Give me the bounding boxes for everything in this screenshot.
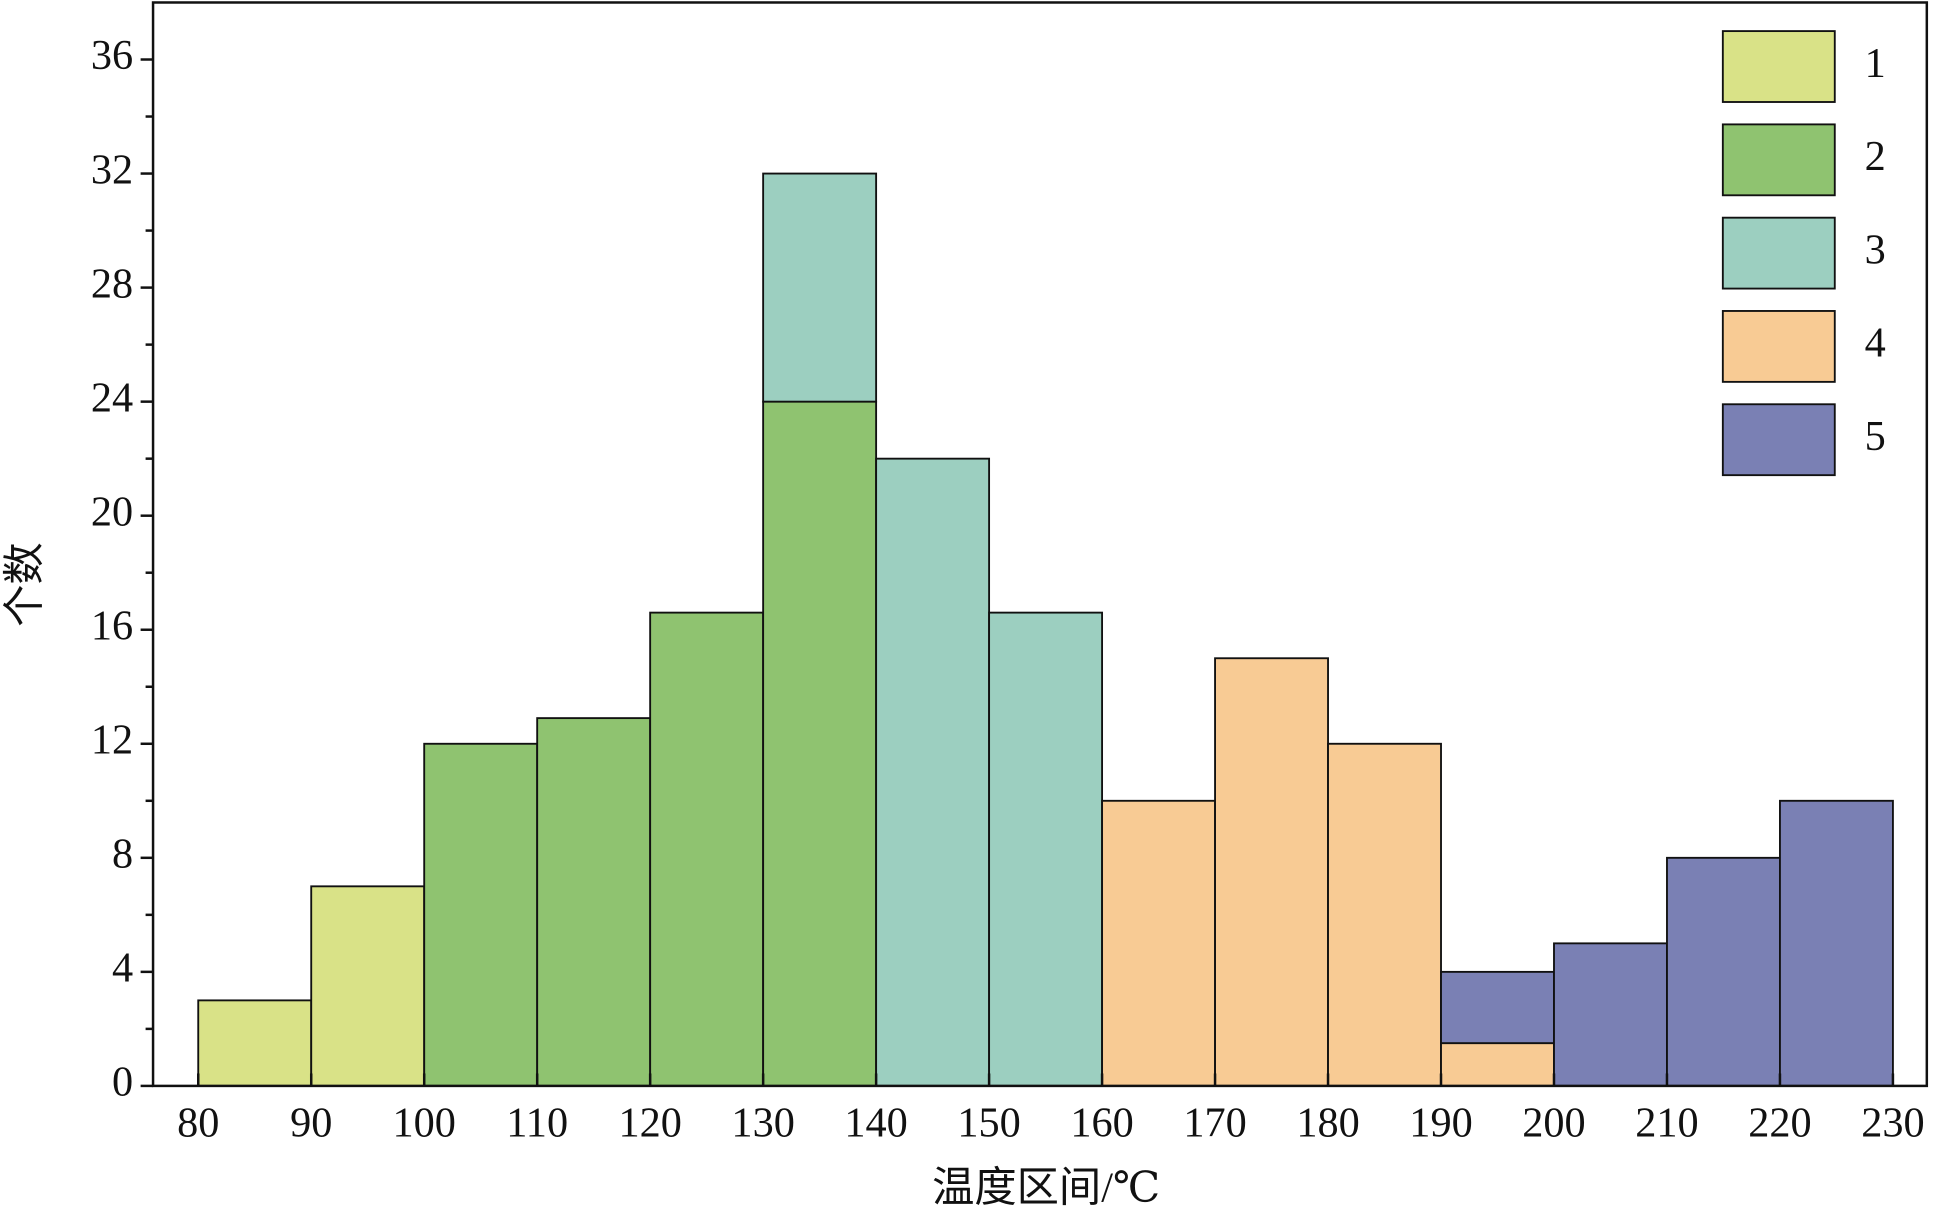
x-tick-label: 160 xyxy=(1070,1100,1133,1147)
x-tick-label: 220 xyxy=(1748,1100,1811,1147)
bar xyxy=(1666,856,1781,1087)
x-tick-label: 120 xyxy=(618,1100,681,1147)
bar xyxy=(1440,970,1555,1045)
bar xyxy=(1553,942,1668,1087)
x-axis-label: 温度区间/℃ xyxy=(932,1164,1160,1211)
bar xyxy=(536,717,652,1087)
bar xyxy=(762,172,878,403)
legend-swatch xyxy=(1721,310,1836,383)
x-tick-label: 100 xyxy=(392,1100,455,1147)
legend-label: 1 xyxy=(1865,40,1886,87)
bar xyxy=(988,611,1104,1087)
x-tick-label: 140 xyxy=(844,1100,907,1147)
legend-swatch xyxy=(1721,30,1836,103)
y-tick-label: 32 xyxy=(91,146,133,193)
bar xyxy=(875,457,991,1087)
bar xyxy=(1101,799,1216,1087)
y-tick-label: 28 xyxy=(91,260,133,307)
legend-swatch xyxy=(1721,123,1836,197)
bar xyxy=(1327,742,1442,1087)
x-tick-label: 190 xyxy=(1409,1100,1472,1147)
x-tick-label: 90 xyxy=(290,1100,332,1147)
x-tick-label: 210 xyxy=(1635,1100,1698,1147)
legend-swatch xyxy=(1721,403,1836,477)
y-tick-label: 16 xyxy=(91,602,133,649)
bar xyxy=(197,999,313,1087)
bar xyxy=(1214,657,1329,1087)
plot-frame xyxy=(151,1,1929,1088)
y-tick-label: 20 xyxy=(91,488,133,535)
bar xyxy=(310,885,426,1087)
y-tick-label: 4 xyxy=(112,945,133,992)
legend-label: 4 xyxy=(1865,320,1886,367)
x-tick-label: 110 xyxy=(506,1100,568,1147)
y-tick-label: 24 xyxy=(91,374,133,421)
x-tick-label: 150 xyxy=(957,1100,1020,1147)
legend-label: 2 xyxy=(1865,133,1886,180)
bar xyxy=(1779,799,1894,1087)
y-tick-label: 36 xyxy=(91,32,133,79)
legend-swatch xyxy=(1721,216,1836,290)
legend-label: 5 xyxy=(1865,413,1886,460)
bar xyxy=(762,400,878,1087)
y-tick-label: 0 xyxy=(112,1059,133,1106)
bar xyxy=(649,611,765,1087)
x-tick-label: 230 xyxy=(1861,1100,1924,1147)
x-tick-label: 80 xyxy=(177,1100,219,1147)
bar xyxy=(423,742,539,1087)
y-tick-label: 8 xyxy=(112,831,133,878)
y-tick-label: 12 xyxy=(91,716,133,763)
y-axis-label: 个数 xyxy=(1,542,48,627)
x-tick-label: 130 xyxy=(731,1100,794,1147)
x-tick-label: 200 xyxy=(1522,1100,1585,1147)
bar xyxy=(1440,1042,1555,1087)
legend-label: 3 xyxy=(1865,226,1886,273)
x-tick-label: 180 xyxy=(1296,1100,1359,1147)
x-tick-label: 170 xyxy=(1183,1100,1246,1147)
